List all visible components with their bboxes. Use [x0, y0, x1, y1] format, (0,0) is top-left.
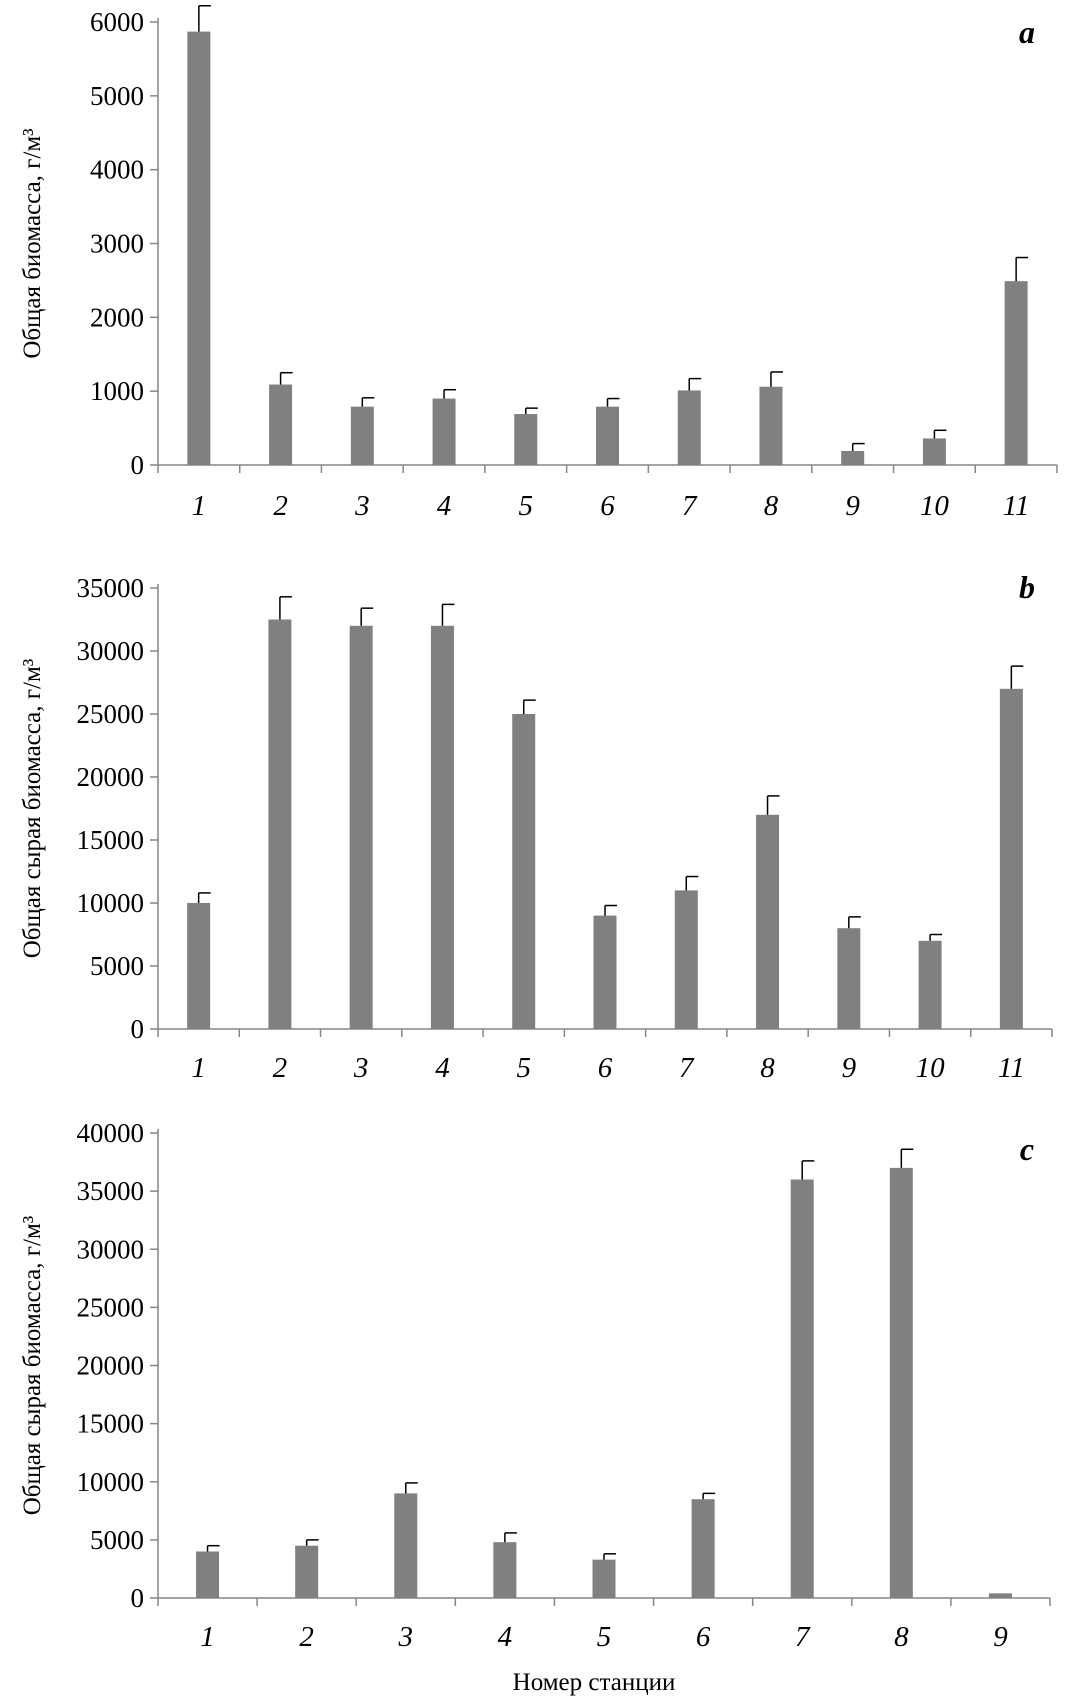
bar: [432, 398, 456, 465]
x-tick-label: 3: [353, 1052, 369, 1084]
x-tick-label: 4: [437, 490, 452, 522]
x-tick-label: 3: [354, 490, 370, 522]
x-tick-label: 5: [519, 490, 534, 522]
x-tick-label: 1: [191, 1052, 206, 1084]
x-tick-label: 7: [682, 490, 698, 522]
x-tick-label: 9: [845, 490, 860, 522]
bar: [1004, 281, 1028, 465]
y-tick-label: 2000: [90, 302, 144, 332]
panel-label: c: [1020, 1131, 1034, 1167]
bar: [691, 1499, 715, 1598]
x-tick-label: 8: [764, 490, 779, 522]
x-tick-label: 1: [192, 490, 207, 522]
bar: [350, 406, 374, 465]
bar: [837, 928, 861, 1029]
bar: [268, 619, 292, 1029]
y-tick-label: 30000: [77, 1234, 145, 1264]
x-tick-label: 8: [760, 1052, 775, 1084]
bar: [918, 940, 942, 1029]
x-tick-label: 2: [273, 490, 288, 522]
bar: [493, 1542, 517, 1598]
bar: [790, 1179, 814, 1598]
bar: [596, 406, 619, 465]
bar: [349, 625, 373, 1029]
bar: [514, 414, 538, 465]
y-tick-label: 35000: [77, 1176, 145, 1206]
y-tick-label: 3000: [90, 229, 144, 259]
bar: [988, 1593, 1012, 1598]
bar: [674, 890, 698, 1029]
x-tick-label: 6: [696, 1621, 711, 1653]
y-tick-label: 1000: [90, 376, 144, 406]
x-tick-label: 2: [273, 1052, 288, 1084]
y-tick-label: 15000: [77, 825, 145, 855]
y-tick-label: 0: [131, 450, 145, 480]
x-tick-label: 9: [993, 1621, 1008, 1653]
bar: [593, 915, 617, 1029]
x-axis-title: Номер станции: [513, 1669, 676, 1696]
bar: [430, 625, 454, 1029]
y-tick-label: 10000: [77, 1467, 145, 1497]
x-tick-label: 7: [679, 1052, 695, 1084]
y-tick-label: 6000: [90, 7, 144, 37]
bar: [512, 714, 536, 1029]
x-tick-label: 6: [600, 490, 615, 522]
y-tick-label: 20000: [77, 762, 145, 792]
y-tick-label: 30000: [77, 636, 145, 666]
bar: [187, 31, 211, 466]
x-tick-label: 11: [998, 1052, 1025, 1084]
x-tick-label: 1: [200, 1621, 215, 1653]
panel-label: a: [1019, 14, 1035, 50]
bar: [269, 384, 293, 465]
bar: [759, 386, 783, 465]
x-tick-label: 7: [795, 1621, 811, 1653]
x-tick-label: 4: [498, 1621, 513, 1653]
bar: [677, 390, 701, 465]
y-tick-label: 4000: [90, 155, 144, 185]
bar: [889, 1167, 913, 1598]
x-tick-label: 4: [435, 1052, 450, 1084]
x-tick-label: 5: [597, 1621, 612, 1653]
bar: [999, 688, 1023, 1029]
y-tick-label: 5000: [90, 81, 144, 111]
bar: [187, 903, 211, 1029]
bar: [841, 450, 865, 465]
bar: [922, 438, 946, 465]
x-tick-label: 5: [516, 1052, 531, 1084]
y-tick-label: 15000: [77, 1409, 145, 1439]
y-tick-label: 20000: [77, 1351, 145, 1381]
panel-label: b: [1019, 569, 1035, 605]
y-tick-label: 0: [131, 1583, 145, 1613]
bar: [592, 1559, 616, 1598]
x-tick-label: 11: [1003, 490, 1030, 522]
bar: [394, 1493, 418, 1598]
y-axis-title: Общая биомасса, г/м³: [19, 128, 46, 359]
x-tick-label: 10: [916, 1052, 946, 1084]
x-tick-label: 8: [894, 1621, 909, 1653]
x-tick-label: 3: [398, 1621, 414, 1653]
x-tick-label: 6: [598, 1052, 613, 1084]
y-tick-label: 0: [131, 1014, 145, 1044]
y-tick-label: 5000: [90, 951, 144, 981]
bar: [295, 1545, 319, 1598]
y-axis-title: Общая сырая биомасса, г/м³: [19, 658, 46, 958]
y-tick-label: 35000: [77, 573, 145, 603]
x-tick-label: 10: [920, 490, 950, 522]
y-tick-label: 10000: [77, 888, 145, 918]
y-tick-label: 5000: [90, 1525, 144, 1555]
bar: [756, 814, 780, 1029]
y-tick-label: 40000: [77, 1118, 145, 1148]
y-tick-label: 25000: [77, 1292, 145, 1322]
x-tick-label: 2: [299, 1621, 314, 1653]
y-axis-title: Общая сырая биомасса, г/м³: [19, 1215, 46, 1515]
y-tick-label: 25000: [77, 699, 145, 729]
x-tick-label: 9: [842, 1052, 857, 1084]
bar: [196, 1551, 220, 1598]
